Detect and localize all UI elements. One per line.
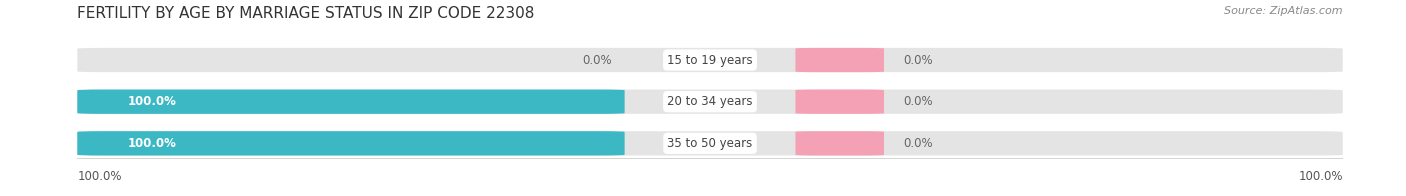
Text: FERTILITY BY AGE BY MARRIAGE STATUS IN ZIP CODE 22308: FERTILITY BY AGE BY MARRIAGE STATUS IN Z…: [77, 6, 534, 21]
Text: 100.0%: 100.0%: [77, 170, 122, 183]
FancyBboxPatch shape: [77, 131, 1343, 155]
Text: 100.0%: 100.0%: [128, 137, 177, 150]
Text: 0.0%: 0.0%: [903, 137, 932, 150]
Text: 35 to 50 years: 35 to 50 years: [668, 137, 752, 150]
FancyBboxPatch shape: [77, 48, 1343, 72]
Text: Source: ZipAtlas.com: Source: ZipAtlas.com: [1225, 6, 1343, 16]
FancyBboxPatch shape: [77, 90, 1343, 114]
FancyBboxPatch shape: [77, 131, 624, 155]
FancyBboxPatch shape: [796, 48, 884, 72]
Text: 20 to 34 years: 20 to 34 years: [668, 95, 752, 108]
Text: 100.0%: 100.0%: [1298, 170, 1343, 183]
Text: 15 to 19 years: 15 to 19 years: [668, 54, 752, 66]
Text: 0.0%: 0.0%: [903, 95, 932, 108]
FancyBboxPatch shape: [796, 131, 884, 155]
FancyBboxPatch shape: [796, 90, 884, 114]
Text: 100.0%: 100.0%: [128, 95, 177, 108]
Text: 0.0%: 0.0%: [903, 54, 932, 66]
Text: 0.0%: 0.0%: [582, 54, 612, 66]
FancyBboxPatch shape: [77, 90, 624, 114]
